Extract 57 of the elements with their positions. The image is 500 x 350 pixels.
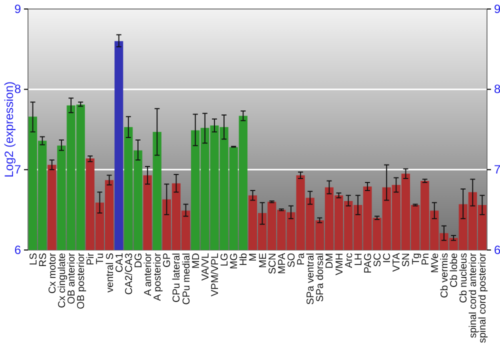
x-tick-label: OB anterior	[66, 252, 78, 304]
x-tick-label: OB posterior	[76, 252, 88, 310]
x-tick-label: Cx cingulate	[56, 252, 68, 308]
x-tick-label: Pn	[420, 253, 432, 266]
x-tick-label: Tu	[95, 253, 106, 264]
x-tick-label: RS	[38, 252, 49, 267]
x-tick-label: Pa	[296, 252, 308, 266]
x-tick-label: A posterior	[152, 252, 164, 301]
x-tick-label: M	[248, 253, 260, 262]
x-tick-label: MD	[190, 253, 202, 269]
x-tick-label: IC	[382, 253, 394, 263]
x-tick-label: SCN	[267, 253, 278, 274]
x-tick-label: CPu medial	[181, 253, 192, 305]
x-tick-label: SO	[286, 252, 298, 268]
x-tick-label: CPu lateral	[172, 253, 183, 302]
x-tick-label: ventral S	[104, 252, 116, 292]
x-tick-label: SC	[372, 253, 384, 267]
x-tick-label: LH	[353, 253, 364, 266]
x-tick-label: Cx motor	[47, 252, 58, 294]
x-tick-label: DM	[324, 253, 336, 269]
y-tick-label: 6	[14, 242, 22, 257]
x-tick-label: VMH	[334, 253, 346, 276]
x-tick-label: Cb lobe	[449, 252, 460, 288]
x-tick-label: spinal cord anterior	[468, 252, 480, 338]
x-tick-label: Cb vermis	[439, 253, 450, 298]
x-tick-label: SPa dorsal	[315, 253, 326, 302]
y-axis-title: Log2 (expression)	[2, 81, 16, 178]
x-tick-label: LG	[220, 252, 231, 266]
y2-tick-label: 8	[494, 82, 500, 96]
x-tick-label: ME	[258, 252, 269, 268]
x-tick-label: GP	[162, 252, 174, 268]
x-tick-label: MVe	[430, 252, 441, 274]
y-tick-label: 9	[14, 2, 22, 16]
y-tick-label: 7	[14, 162, 22, 177]
y2-tick-label: 6	[494, 242, 500, 257]
x-tick-label: spinal cord posterior	[478, 252, 489, 344]
x-tick-label: Pir	[86, 252, 97, 266]
y-tick-label: 8	[14, 82, 22, 96]
x-tick-label: Arc	[344, 253, 355, 268]
x-tick-label: SN	[401, 253, 412, 267]
x-tick-label: DG	[133, 252, 144, 268]
x-tick-label: MPA	[276, 252, 288, 274]
x-tick-label: VPM/VPL	[210, 252, 221, 296]
x-tick-label: Hb	[238, 252, 250, 266]
y2-tick-label: 7	[494, 162, 500, 177]
x-tick-label: LS	[28, 252, 40, 266]
x-tick-label: MG	[229, 252, 240, 270]
x-tick-label: VA/VL	[200, 252, 212, 281]
x-tick-label: CA1	[114, 252, 126, 272]
x-tick-label: Tg	[410, 253, 422, 265]
x-tick-label: Cb nucleus	[458, 253, 470, 304]
x-tick-label: SPa ventral	[306, 253, 317, 305]
x-tick-label: CA2/CA3	[124, 252, 135, 295]
x-tick-label: PAG	[362, 252, 374, 274]
x-tick-label: VTA	[392, 252, 403, 272]
y2-tick-label: 9	[494, 2, 500, 16]
x-tick-label: A anterior	[143, 252, 154, 296]
